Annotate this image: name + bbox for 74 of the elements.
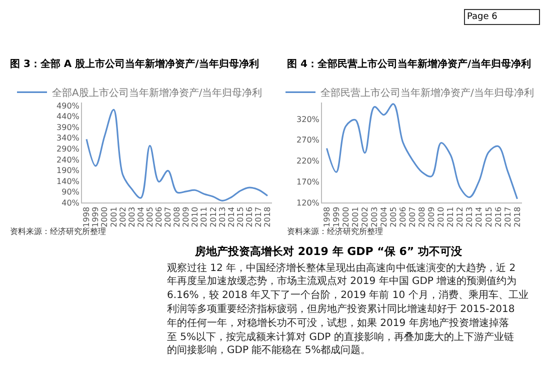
x-tick-label: 2008 [172,206,182,228]
y-tick-label: 170% [296,178,320,187]
x-tick-label: 2012 [456,206,465,228]
y-tick-label: 290% [56,144,80,154]
x-tick-label: 2007 [164,206,173,228]
y-tick-label: 220% [296,156,320,166]
x-tick-label: 2000 [100,206,110,228]
x-tick-label: 2011 [446,206,456,228]
x-tick-label: 2017 [503,206,512,228]
x-tick-label: 2014 [474,206,484,228]
y-tick-label: 270% [296,136,320,145]
x-tick-label: 2012 [208,206,218,228]
text: 至 5%以下，按完成额来计算对 GDP 的直接影响，再叠加庞大的上下游产业链 [167,331,514,343]
x-tick-label: 2007 [408,206,418,228]
y-tick-label: 40% [62,198,80,208]
text: 资料来源：经济研究所整理 [10,227,106,236]
y-tick-label: 240% [56,155,80,164]
y-tick-label: 440% [56,112,80,122]
x-tick-label: 2010 [190,206,200,228]
x-tick-label: 2004 [136,206,146,228]
x-tick-label: 1998 [82,206,92,228]
x-tick-label: 2003 [370,206,379,228]
x-tick-label: 2018 [512,206,522,228]
x-tick-label: 2017 [254,206,264,228]
chart-title: 图 4：全部民营上市公司当年新增净资产/当年归母净利 [287,58,532,70]
x-tick-label: 1999 [332,206,341,228]
x-tick-label: 2008 [418,206,427,228]
x-tick-label: 1999 [91,206,100,228]
line-series [326,103,518,200]
text: 利润等多项重要经济指标疲弱，但房地产投资累计同比增速却好于 2015-2018 [167,303,515,315]
x-tick-label: 2016 [494,206,503,228]
text: 的间接影响，GDP 能不能稳在 5%都成问题。 [167,344,371,356]
x-tick-label: 2015 [484,206,494,228]
x-tick-label: 2009 [427,206,436,228]
legend-label: 全部民营上市公司当年新增净资产/当年归母净利 [320,87,534,100]
x-tick-label: 2002 [118,206,128,228]
x-tick-label: 2000 [341,206,350,228]
x-tick-label: 2014 [226,206,236,228]
text: 资料来源：经济研究所整理 [287,227,383,236]
x-tick-label: 2015 [236,206,245,228]
text: 房地产投资高增长对 2019 年 GDP “保 6” 功不可没 [194,245,463,258]
x-tick-label: 2011 [200,206,209,228]
y-tick-label: 340% [56,134,80,143]
x-tick-label: 2001 [350,206,360,228]
x-tick-label: 2006 [398,206,408,228]
x-tick-label: 2001 [109,206,118,228]
text: 年的任何一年，对稳增长功不可没，试想，如果 2019 年房地产投资增速掉落 [167,317,509,329]
x-tick-label: 2004 [380,206,388,228]
text: 年再度呈加速放缓态势，市场主流观点对 2019 年中国 GDP 增速的预测值约为 [167,275,517,287]
text: Page 6 [467,12,498,22]
line-series [86,108,268,202]
y-tick-label: 90% [62,188,80,197]
x-tick-label: 2006 [154,206,164,228]
y-tick-label: 120% [296,198,320,208]
x-tick-label: 2005 [145,206,154,228]
x-tick-label: 2016 [244,206,254,228]
x-tick-label: 2010 [436,206,446,228]
x-tick-label: 2018 [263,206,272,228]
chart-title: 图 3：全部 A 股上市公司当年新增净资产/当年归母净利 [10,58,259,70]
y-tick-label: 490% [56,101,80,110]
y-tick-label: 390% [56,122,80,132]
x-tick-label: 2009 [182,206,191,228]
y-tick-label: 320% [296,114,320,124]
x-tick-label: 1998 [322,206,332,228]
x-tick-label: 2002 [360,206,370,228]
text: 6.16%，较 2018 年又下了一个台阶，2019 年前 10 个月，消费、乘用车、工业 [167,289,528,301]
x-tick-label: 2013 [465,206,474,228]
y-tick-label: 140% [56,176,80,186]
x-tick-label: 2003 [127,206,136,228]
x-tick-label: 2005 [389,206,398,228]
legend-label: 全部A股上市公司当年新增净资产/当年归母净利 [52,87,262,100]
y-tick-label: 190% [56,166,80,176]
x-tick-label: 2013 [218,206,227,228]
text: 观察过往 12 年，中国经济增长整体呈现出由高速向中低速演变的大趋势，近 2 [167,262,516,274]
